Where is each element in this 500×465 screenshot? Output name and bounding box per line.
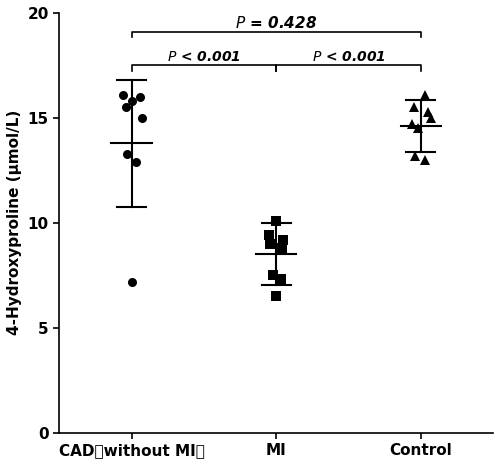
Text: $P$ < 0.001: $P$ < 0.001 [312, 50, 386, 64]
Text: $P$ = 0.428: $P$ = 0.428 [235, 15, 318, 31]
Text: $P$ < 0.001: $P$ < 0.001 [167, 50, 241, 64]
Y-axis label: 4-Hydroxyproline (μmol/L): 4-Hydroxyproline (μmol/L) [7, 110, 22, 335]
